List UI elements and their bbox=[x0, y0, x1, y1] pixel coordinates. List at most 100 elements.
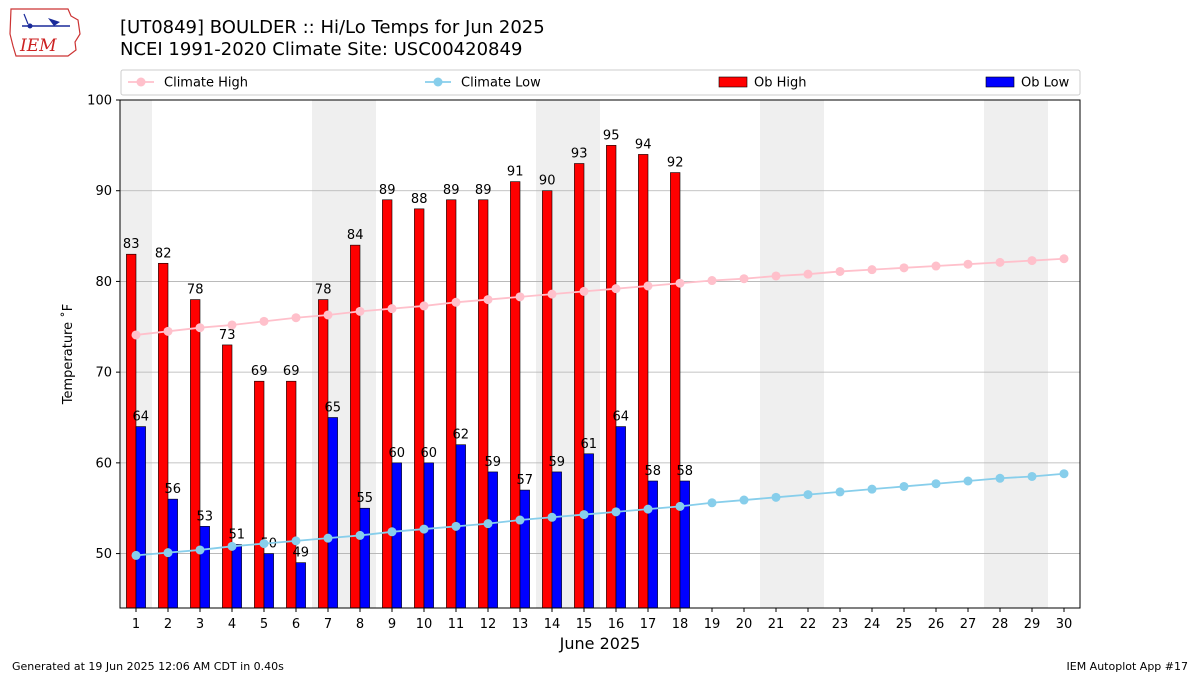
ob-low-bar bbox=[615, 426, 626, 609]
climate-high-point bbox=[451, 297, 461, 307]
climate-high-point bbox=[739, 274, 749, 284]
climate-high-point bbox=[131, 330, 141, 340]
x-tick-label: 14 bbox=[544, 617, 561, 632]
x-tick-label: 9 bbox=[388, 617, 396, 632]
x-tick-label: 2 bbox=[164, 617, 172, 632]
climate-high-point bbox=[547, 289, 557, 299]
climate-low-point bbox=[643, 504, 653, 514]
ob-high-label: 69 bbox=[283, 364, 300, 379]
x-tick-label: 13 bbox=[512, 617, 529, 632]
ob-low-bar bbox=[551, 471, 562, 609]
ob-high-bar bbox=[670, 172, 681, 609]
climate-low-point bbox=[355, 530, 365, 540]
ob-low-bar bbox=[327, 417, 338, 609]
ob-high-label: 94 bbox=[635, 137, 652, 152]
x-tick-label: 10 bbox=[416, 617, 433, 632]
ob-low-bar bbox=[583, 453, 594, 609]
climate-low-point bbox=[707, 498, 717, 508]
climate-low-point bbox=[547, 512, 557, 522]
x-tick-label: 23 bbox=[832, 617, 849, 632]
climate-high-point bbox=[899, 263, 909, 273]
climate-low-point bbox=[835, 487, 845, 497]
y-tick-label: 70 bbox=[95, 366, 112, 381]
x-tick-label: 25 bbox=[896, 617, 913, 632]
ob-low-label: 64 bbox=[133, 410, 150, 425]
climate-high-point bbox=[195, 323, 205, 333]
ob-high-bar bbox=[318, 299, 329, 609]
x-tick-label: 26 bbox=[928, 617, 945, 632]
ob-low-label: 51 bbox=[229, 528, 246, 543]
ob-low-bar bbox=[231, 544, 242, 609]
y-tick-label: 50 bbox=[95, 547, 112, 562]
ob-low-label: 55 bbox=[357, 491, 374, 506]
ob-high-bar bbox=[510, 181, 521, 609]
ob-high-bar bbox=[254, 380, 265, 609]
legend-entry: Ob Low bbox=[1021, 76, 1070, 91]
x-tick-label: 7 bbox=[324, 617, 332, 632]
x-tick-label: 27 bbox=[960, 617, 977, 632]
climate-high-point bbox=[1027, 256, 1037, 266]
climate-low-point bbox=[963, 476, 973, 486]
ob-low-label: 49 bbox=[293, 546, 310, 561]
legend-entry: Ob High bbox=[754, 76, 807, 91]
ob-high-label: 89 bbox=[475, 183, 492, 198]
climate-low-point bbox=[771, 492, 781, 502]
ob-high-bar bbox=[190, 299, 201, 609]
logo-text: IEM bbox=[19, 36, 57, 56]
climate-low-point bbox=[611, 507, 621, 517]
ob-high-label: 78 bbox=[187, 283, 204, 298]
y-tick-label: 80 bbox=[95, 275, 112, 290]
climate-low-point bbox=[387, 527, 397, 537]
climate-high-point bbox=[995, 257, 1005, 267]
x-axis-label: June 2025 bbox=[559, 634, 641, 653]
ob-high-label: 84 bbox=[347, 228, 364, 243]
climate-high-point bbox=[675, 278, 685, 288]
climate-high-point bbox=[291, 313, 301, 323]
ob-high-label: 83 bbox=[123, 237, 140, 252]
climate-low-point bbox=[739, 495, 749, 505]
climate-high-point bbox=[323, 310, 333, 320]
ob-high-label: 73 bbox=[219, 328, 236, 343]
ob-high-bar bbox=[542, 190, 553, 609]
climate-low-point bbox=[995, 473, 1005, 483]
climate-low-point bbox=[163, 548, 173, 558]
ob-high-label: 90 bbox=[539, 174, 556, 189]
ob-low-label: 65 bbox=[325, 401, 342, 416]
climate-low-point bbox=[259, 539, 269, 549]
ob-high-label: 89 bbox=[443, 183, 460, 198]
x-tick-label: 16 bbox=[608, 617, 625, 632]
legend-box bbox=[120, 69, 1081, 96]
climate-high-line bbox=[135, 257, 1065, 336]
chart-legend: Climate High Climate Low Ob High Ob Low bbox=[120, 69, 1081, 96]
climate-high-point bbox=[963, 259, 973, 269]
climate-low-point bbox=[1059, 469, 1069, 479]
x-tick-label: 18 bbox=[672, 617, 689, 632]
ob-low-bar bbox=[423, 462, 434, 609]
x-tick-label: 1 bbox=[132, 617, 140, 632]
ob-low-label: 53 bbox=[197, 509, 214, 524]
climate-low-point bbox=[803, 490, 813, 500]
ob-high-label: 78 bbox=[315, 283, 332, 298]
legend-swatch-bar bbox=[718, 76, 748, 88]
x-tick-label: 20 bbox=[736, 617, 753, 632]
climate-high-point bbox=[227, 320, 237, 330]
climate-high-point bbox=[259, 316, 269, 326]
climate-low-point bbox=[451, 521, 461, 531]
climate-high-point bbox=[835, 266, 845, 276]
climate-high-point bbox=[643, 281, 653, 291]
x-tick-label: 5 bbox=[260, 617, 268, 632]
climate-high-point bbox=[707, 276, 717, 286]
x-tick-label: 28 bbox=[992, 617, 1009, 632]
ob-low-bar bbox=[295, 562, 306, 609]
legend-entry: Climate High bbox=[164, 76, 248, 91]
ob-high-label: 82 bbox=[155, 246, 172, 261]
x-tick-label: 21 bbox=[768, 617, 785, 632]
ob-high-label: 89 bbox=[379, 183, 396, 198]
ob-low-bar bbox=[647, 480, 658, 609]
x-tick-label: 8 bbox=[356, 617, 364, 632]
ob-high-label: 92 bbox=[667, 156, 684, 171]
ob-high-bar bbox=[574, 163, 585, 609]
x-tick-label: 22 bbox=[800, 617, 817, 632]
ob-high-label: 93 bbox=[571, 147, 588, 162]
